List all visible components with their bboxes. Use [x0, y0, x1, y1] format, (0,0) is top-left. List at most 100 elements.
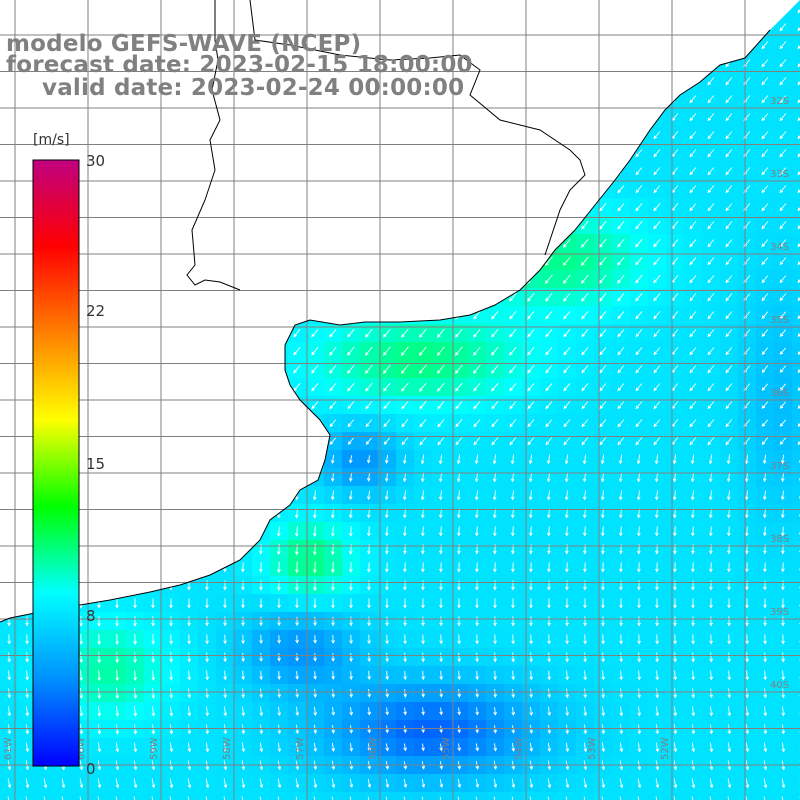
wind-arrow	[581, 220, 589, 230]
wind-arrow	[473, 437, 481, 446]
wind-arrow	[725, 437, 733, 446]
wind-arrow	[367, 652, 371, 663]
wind-arrow	[727, 706, 732, 717]
wind-arrow	[725, 383, 733, 392]
wind-arrow	[365, 382, 373, 392]
wind-arrow	[689, 131, 697, 140]
wind-arrow	[475, 652, 479, 663]
wind-arrow	[475, 598, 479, 609]
wind-arrow	[565, 778, 570, 789]
wind-arrow	[493, 707, 498, 716]
wind-arrow	[475, 634, 479, 645]
wind-arrow	[709, 652, 714, 663]
wind-arrow	[601, 778, 606, 789]
wind-arrow	[25, 670, 30, 681]
wind-arrow	[779, 185, 787, 194]
wind-arrow	[456, 454, 461, 465]
wind-arrow	[545, 292, 553, 302]
wind-arrow	[707, 203, 715, 212]
wind-arrow	[25, 634, 29, 645]
wind-arrow	[385, 707, 389, 716]
wind-cell	[486, 792, 505, 800]
wind-arrow	[473, 346, 481, 356]
wind-arrow	[475, 796, 478, 800]
wind-arrow	[745, 742, 750, 753]
wind-arrow	[277, 653, 281, 662]
wind-arrow	[527, 310, 535, 320]
wind-cell	[252, 792, 271, 800]
wind-arrow	[437, 364, 445, 374]
wind-arrow	[689, 185, 697, 194]
wind-arrow	[115, 706, 120, 717]
wind-arrow	[583, 616, 587, 627]
wind-arrow	[546, 490, 551, 501]
wind-arrow	[474, 526, 479, 537]
wind-arrow	[563, 365, 571, 374]
wind-arrow	[707, 401, 715, 410]
wind-arrow	[707, 167, 715, 176]
wind-arrow	[403, 598, 407, 609]
wind-cell	[792, 612, 800, 631]
wind-arrow	[151, 598, 155, 609]
wind-arrow	[491, 401, 499, 410]
wind-arrow	[672, 472, 677, 483]
wind-arrow	[689, 257, 697, 266]
wind-arrow	[473, 382, 481, 392]
wind-arrow	[456, 526, 461, 537]
wind-arrow	[780, 472, 785, 483]
wind-cell	[792, 342, 800, 361]
wind-arrow	[313, 616, 317, 627]
wind-arrow	[491, 437, 499, 446]
wind-cell	[36, 792, 55, 800]
lat-label: 36S	[770, 388, 789, 399]
wind-arrow	[599, 220, 607, 230]
wind-arrow	[115, 687, 120, 700]
wind-arrow	[331, 778, 336, 789]
wind-cell	[792, 126, 800, 145]
wind-arrow	[583, 580, 587, 591]
wind-arrow	[725, 131, 733, 140]
wind-arrow	[7, 670, 12, 681]
wind-arrow	[241, 706, 246, 717]
wind-arrow	[726, 454, 731, 465]
wind-arrow	[673, 634, 677, 645]
coastline-atlantic	[0, 29, 771, 623]
wind-arrow	[403, 652, 407, 663]
lon-label: 59W	[149, 737, 160, 760]
wind-arrow	[654, 526, 659, 537]
wind-arrow	[383, 401, 391, 410]
wind-arrow	[347, 346, 355, 356]
wind-arrow	[491, 382, 499, 392]
wind-arrow	[384, 454, 389, 464]
wind-arrow	[493, 634, 497, 645]
wind-arrow	[421, 616, 425, 627]
wind-arrow	[707, 293, 715, 302]
wind-cell	[18, 792, 37, 800]
lon-label: 58W	[222, 737, 233, 760]
wind-arrow	[420, 526, 425, 537]
colorbar-tick-22: 22	[86, 302, 106, 320]
wind-arrow	[493, 580, 497, 591]
wind-arrow	[79, 687, 84, 699]
wind-arrow	[439, 778, 444, 789]
wind-arrow	[419, 437, 427, 446]
wind-arrow	[581, 347, 589, 356]
wind-arrow	[79, 616, 83, 627]
wind-arrow	[527, 401, 535, 410]
wind-arrow	[655, 742, 660, 753]
wind-arrow	[223, 580, 227, 591]
wind-arrow	[151, 688, 156, 699]
wind-arrow	[277, 670, 281, 680]
wind-arrow	[653, 275, 661, 284]
wind-arrow	[635, 401, 643, 410]
wind-arrow	[97, 687, 102, 700]
wind-arrow	[726, 490, 731, 501]
wind-arrow	[331, 634, 335, 644]
wind-arrow	[563, 256, 571, 266]
wind-arrow	[455, 328, 463, 338]
wind-cell	[792, 18, 800, 37]
wind-arrow	[311, 364, 319, 374]
wind-arrow	[311, 346, 319, 356]
wind-arrow	[797, 279, 800, 284]
wind-arrow	[707, 95, 715, 104]
